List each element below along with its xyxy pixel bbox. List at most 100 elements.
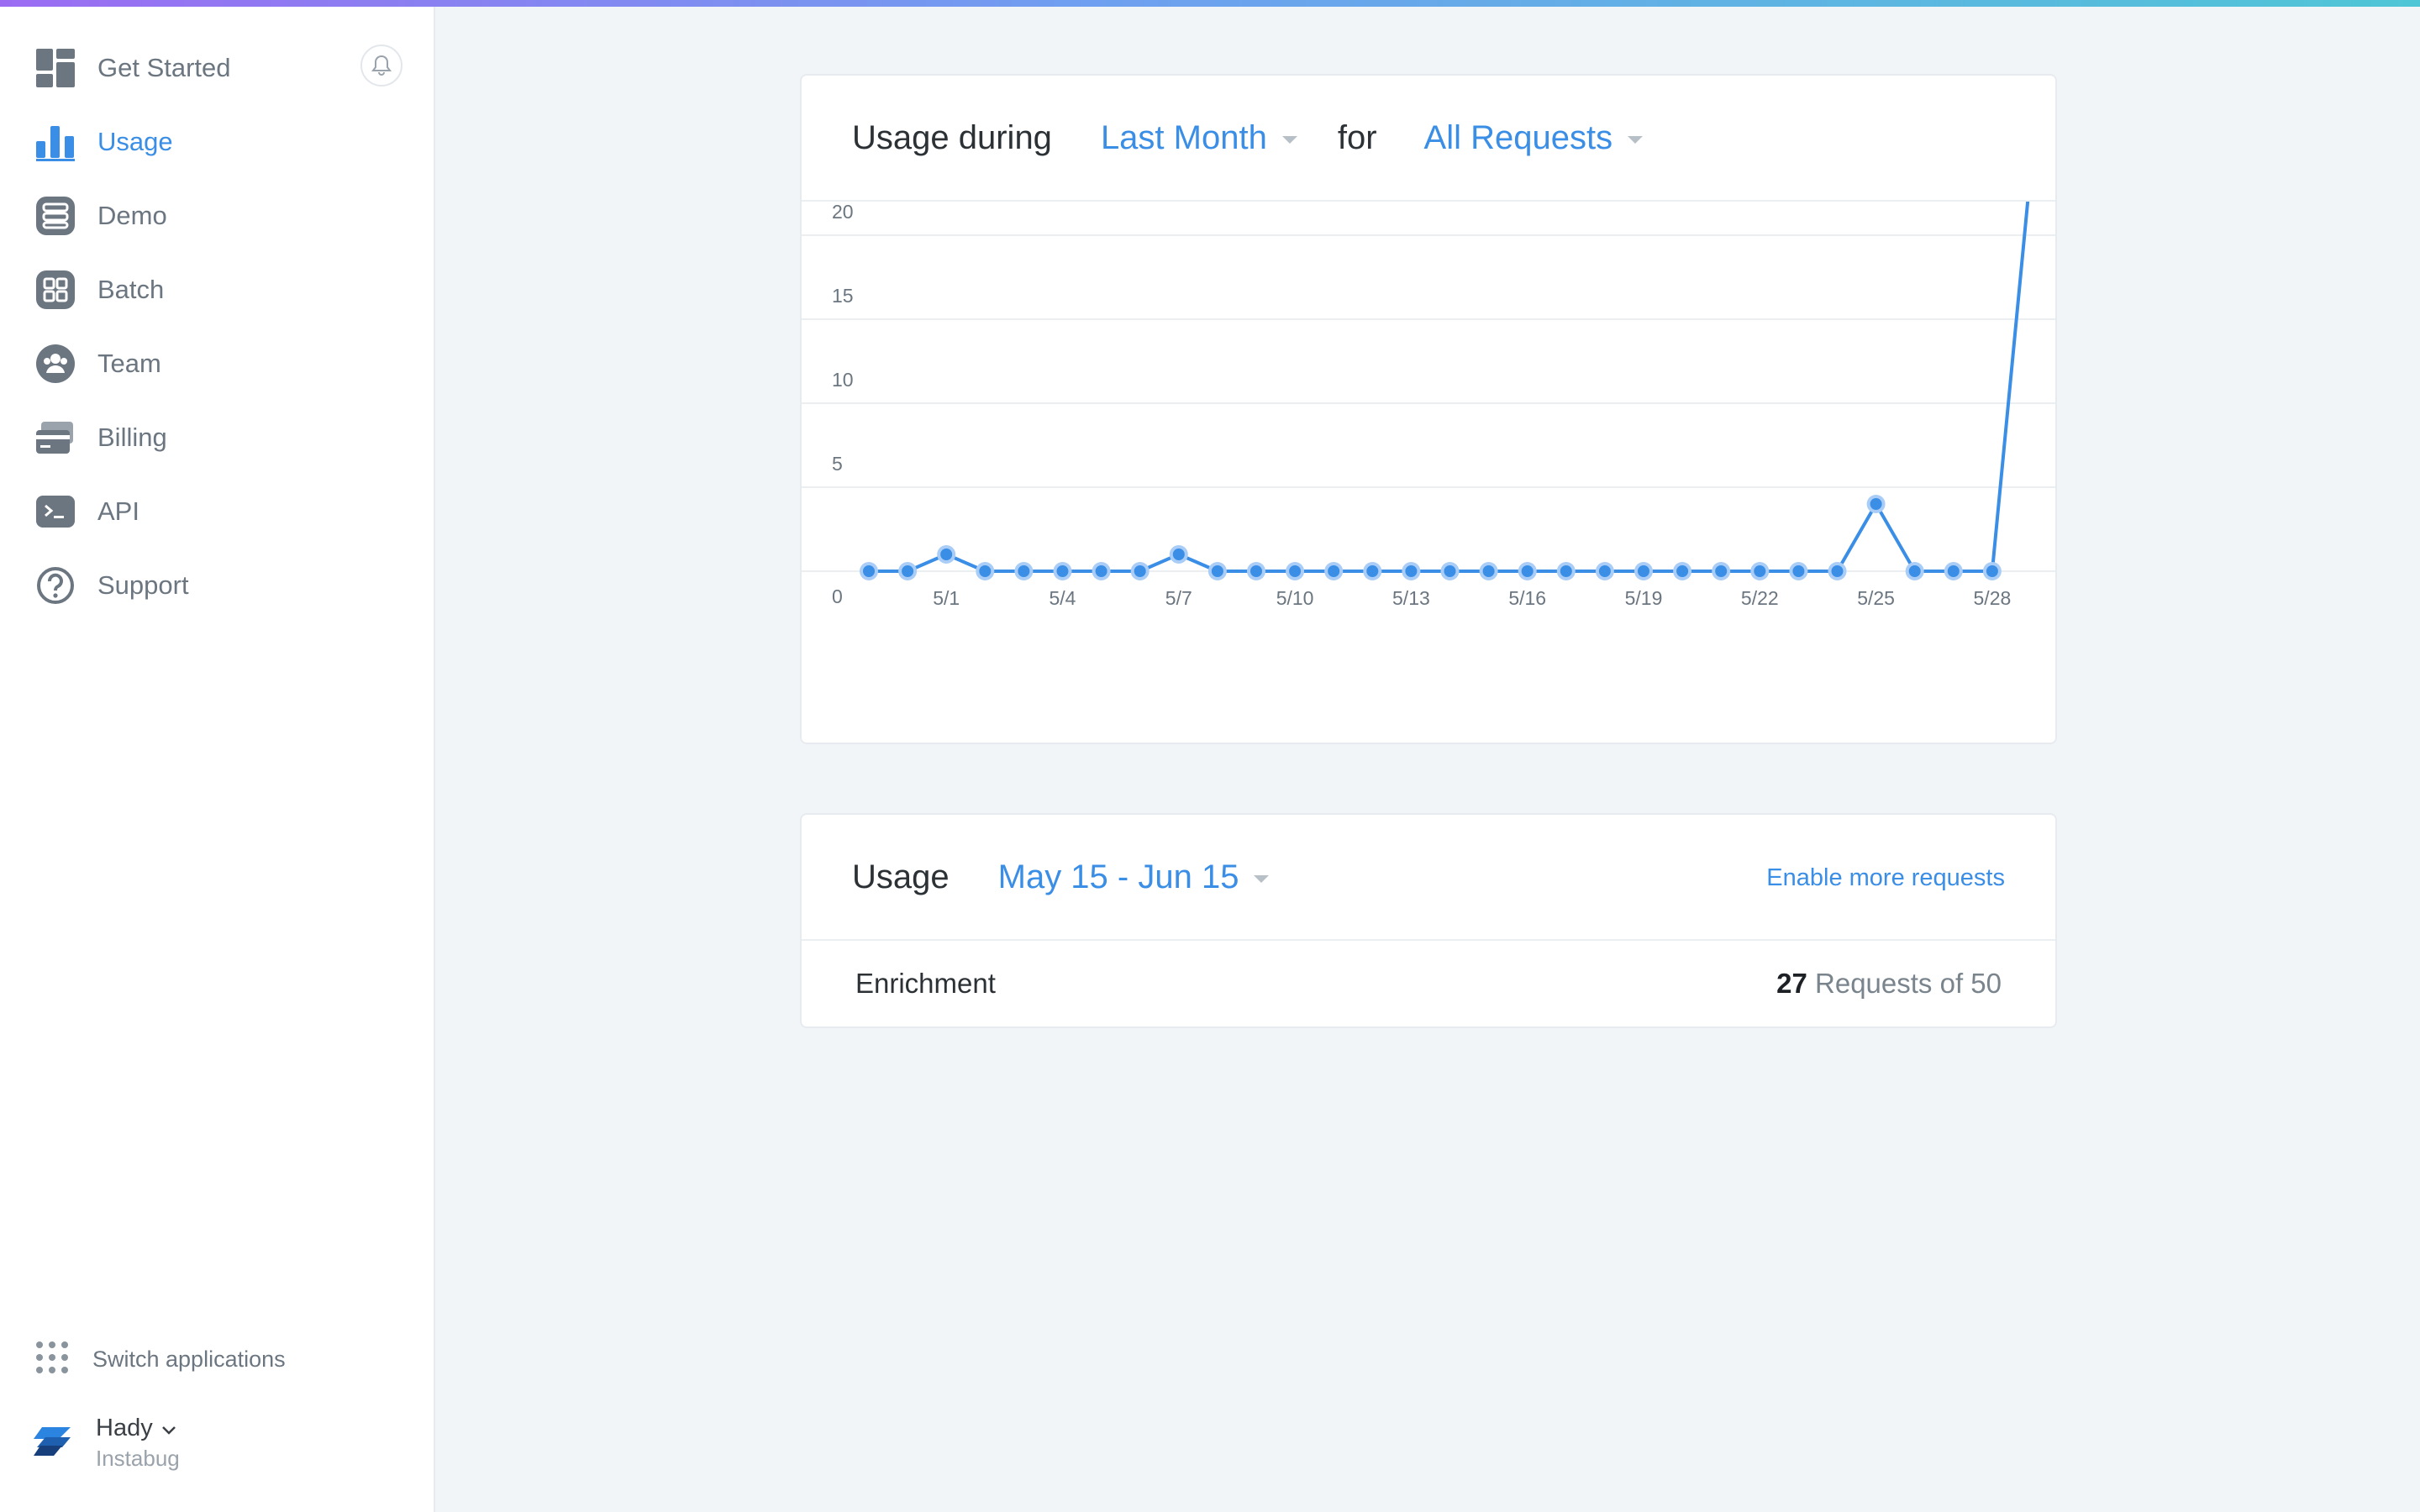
sidebar-item-label: Batch: [97, 275, 165, 304]
sidebar: Get Started Usage Demo Batch Team Billin…: [0, 7, 435, 1512]
x-tick-label: 5/16: [1508, 587, 1546, 609]
enable-more-requests-link[interactable]: Enable more requests: [1766, 864, 2005, 891]
chart-card-header: Usage during Last Month for All Requests: [802, 76, 2055, 202]
usage-used-count: 27: [1776, 968, 1807, 999]
dashboard-icon: [35, 48, 76, 88]
data-point: [940, 549, 953, 560]
sidebar-item-batch[interactable]: Batch: [35, 265, 405, 315]
usage-chart-card: Usage during Last Month for All Requests…: [800, 74, 2057, 744]
y-tick-label: 5: [832, 453, 843, 475]
x-tick-label: 5/1: [933, 587, 960, 609]
x-tick-label: 5/22: [1741, 587, 1779, 609]
data-point: [1482, 565, 1495, 577]
data-point: [1908, 565, 1921, 577]
usage-row-count: 27 Requests of 50: [1776, 968, 2002, 1000]
credit-card-icon: [35, 417, 76, 458]
batch-grid-icon: [35, 270, 76, 310]
x-tick-label: 5/4: [1050, 587, 1076, 609]
data-point: [1521, 565, 1534, 577]
billing-range-dropdown[interactable]: May 15 - Jun 15: [998, 858, 1270, 896]
data-point: [1018, 565, 1030, 577]
data-point: [1366, 565, 1379, 577]
notifications-bell-icon[interactable]: [360, 45, 402, 87]
data-point: [1056, 565, 1069, 577]
sidebar-item-label: Support: [97, 570, 189, 600]
data-point: [1676, 565, 1689, 577]
sidebar-item-demo[interactable]: Demo: [35, 191, 405, 241]
period-value: Last Month: [1100, 118, 1267, 156]
sidebar-item-team[interactable]: Team: [35, 339, 405, 389]
sidebar-item-api[interactable]: API: [35, 486, 405, 537]
x-tick-label: 5/7: [1165, 587, 1192, 609]
request-filter-value: All Requests: [1423, 118, 1613, 156]
usage-limit-text: Requests of 50: [1815, 968, 2002, 999]
sidebar-item-label: API: [97, 496, 139, 526]
data-point: [1598, 565, 1611, 577]
data-point: [1560, 565, 1572, 577]
data-point: [1444, 565, 1456, 577]
usage-chart-svg: 0 5 10 15 20 5/1 5/4 5/7 5/10 5/13 5/16 5/19 5/22 5/2…: [802, 150, 2055, 609]
sidebar-item-label: Team: [97, 349, 161, 378]
sidebar-item-label: Usage: [97, 127, 173, 156]
y-tick-label: 10: [832, 369, 854, 391]
period-dropdown[interactable]: Last Month: [1101, 119, 1297, 157]
switch-applications-button[interactable]: Switch applications: [35, 1341, 286, 1378]
sidebar-item-get-started[interactable]: Get Started: [35, 43, 405, 93]
sidebar-item-label: Demo: [97, 201, 167, 230]
user-name: Hady: [96, 1415, 153, 1441]
data-point: [1250, 565, 1262, 577]
data-point: [1095, 565, 1107, 577]
y-tick-label: 15: [832, 285, 854, 307]
instabug-logo-icon: [34, 1426, 71, 1460]
billing-range-value: May 15 - Jun 15: [997, 858, 1239, 895]
data-point: [1172, 549, 1185, 560]
y-tick-label: 20: [832, 202, 854, 223]
x-tick-label: 5/28: [1974, 587, 2012, 609]
data-point: [1754, 565, 1766, 577]
sidebar-item-billing[interactable]: Billing: [35, 412, 405, 463]
data-point: [1405, 565, 1418, 577]
usage-summary-card: Usage May 15 - Jun 15 Enable more reques…: [800, 813, 2057, 1028]
user-organization: Instabug: [96, 1446, 180, 1471]
sidebar-item-label: Get Started: [97, 53, 231, 82]
series-line: [869, 167, 2033, 573]
usage-card-header: Usage May 15 - Jun 15 Enable more reques…: [802, 815, 2055, 941]
data-point: [979, 565, 992, 577]
sidebar-item-support[interactable]: Support: [35, 560, 405, 611]
user-name-toggle[interactable]: Hady: [96, 1415, 180, 1442]
usage-card-title: Usage: [852, 858, 950, 895]
caret-down-icon: [1254, 874, 1270, 883]
data-point: [1986, 565, 1998, 577]
data-point: [863, 565, 875, 577]
x-tick-label: 5/19: [1625, 587, 1663, 609]
data-point: [1831, 565, 1844, 577]
switch-applications-label: Switch applications: [92, 1347, 286, 1372]
data-point: [1792, 565, 1805, 577]
team-icon: [35, 344, 76, 384]
y-tick-label: 0: [832, 585, 843, 607]
chart-title-connector: for: [1337, 118, 1377, 156]
chevron-down-icon: [161, 1415, 176, 1442]
caret-down-icon: [1281, 135, 1297, 144]
terminal-icon: [35, 491, 76, 532]
usage-row-name: Enrichment: [855, 968, 996, 999]
bar-chart-icon: [35, 122, 76, 162]
demo-icon: [35, 196, 76, 236]
usage-line-chart: 0 5 10 15 20 5/1 5/4 5/7 5/10 5/13 5/16 5/19 5/22 5/2…: [802, 150, 2055, 743]
data-point: [1328, 565, 1340, 577]
request-filter-dropdown[interactable]: All Requests: [1424, 119, 1644, 157]
app-grid-icon: [35, 1341, 69, 1378]
data-point: [1289, 565, 1302, 577]
x-tick-label: 5/10: [1276, 587, 1314, 609]
data-point: [902, 565, 914, 577]
sidebar-item-label: Billing: [97, 423, 167, 452]
data-point: [1947, 565, 1960, 577]
caret-down-icon: [1628, 135, 1644, 144]
chart-title-prefix: Usage during: [852, 118, 1052, 156]
usage-row-enrichment: Enrichment 27 Requests of 50: [802, 941, 2055, 1026]
data-point: [1715, 565, 1728, 577]
x-tick-label: 5/25: [1857, 587, 1895, 609]
user-menu[interactable]: Hady Instabug: [34, 1415, 180, 1472]
data-point: [1211, 565, 1223, 577]
sidebar-item-usage[interactable]: Usage: [35, 117, 405, 167]
